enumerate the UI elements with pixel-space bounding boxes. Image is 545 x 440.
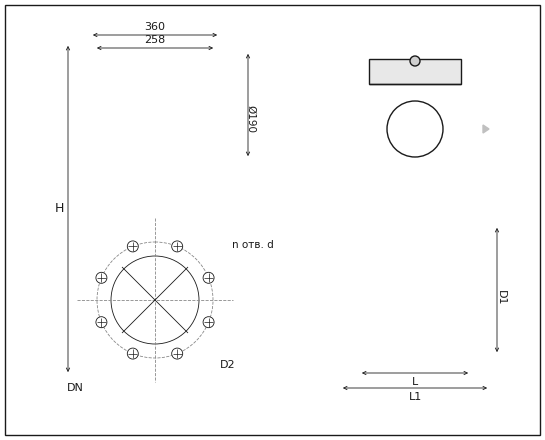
Bar (133, 171, 177, 181)
Ellipse shape (85, 225, 225, 375)
Circle shape (203, 272, 214, 283)
Bar (90, 61, 220, 149)
Circle shape (128, 348, 138, 359)
Bar (120, 231, 190, 239)
Circle shape (128, 241, 138, 252)
Bar (395, 179, 435, 191)
Circle shape (111, 256, 199, 344)
Text: H: H (54, 202, 64, 216)
Bar (389, 191, 441, 205)
Circle shape (172, 348, 183, 359)
Circle shape (134, 219, 144, 229)
Circle shape (387, 101, 443, 157)
Bar (391, 205, 439, 230)
Bar (94, 149, 216, 159)
Bar (469, 124, 483, 134)
Bar (126, 217, 184, 231)
Bar (401, 230, 429, 270)
Text: D2: D2 (220, 360, 235, 370)
Circle shape (117, 262, 193, 338)
Circle shape (166, 219, 176, 229)
Text: DN: DN (66, 383, 83, 393)
Bar (100, 43, 210, 51)
Text: 258: 258 (144, 35, 166, 45)
Bar (127, 159, 183, 171)
Text: n отв. d: n отв. d (232, 240, 274, 250)
Circle shape (105, 116, 119, 130)
Text: L1: L1 (408, 392, 422, 402)
Bar (366, 174, 464, 182)
Bar (472, 225, 490, 355)
Bar (220, 100, 230, 110)
Circle shape (96, 317, 107, 328)
Text: 360: 360 (144, 22, 166, 32)
Text: L: L (412, 377, 418, 387)
Bar (134, 197, 176, 217)
Circle shape (105, 80, 119, 94)
Circle shape (96, 272, 107, 283)
Bar (385, 270, 445, 310)
Bar (140, 181, 170, 197)
Text: Ø190: Ø190 (246, 105, 256, 133)
Bar (340, 225, 358, 355)
Circle shape (410, 56, 420, 66)
Circle shape (203, 317, 214, 328)
Bar (143, 61, 220, 149)
Circle shape (172, 241, 183, 252)
Bar (403, 210, 427, 224)
Bar (403, 310, 427, 322)
Bar (349, 263, 481, 318)
Bar (94, 51, 216, 61)
Polygon shape (483, 125, 489, 133)
Bar (369, 59, 461, 84)
Bar (361, 84, 469, 174)
Text: D1: D1 (496, 290, 506, 305)
